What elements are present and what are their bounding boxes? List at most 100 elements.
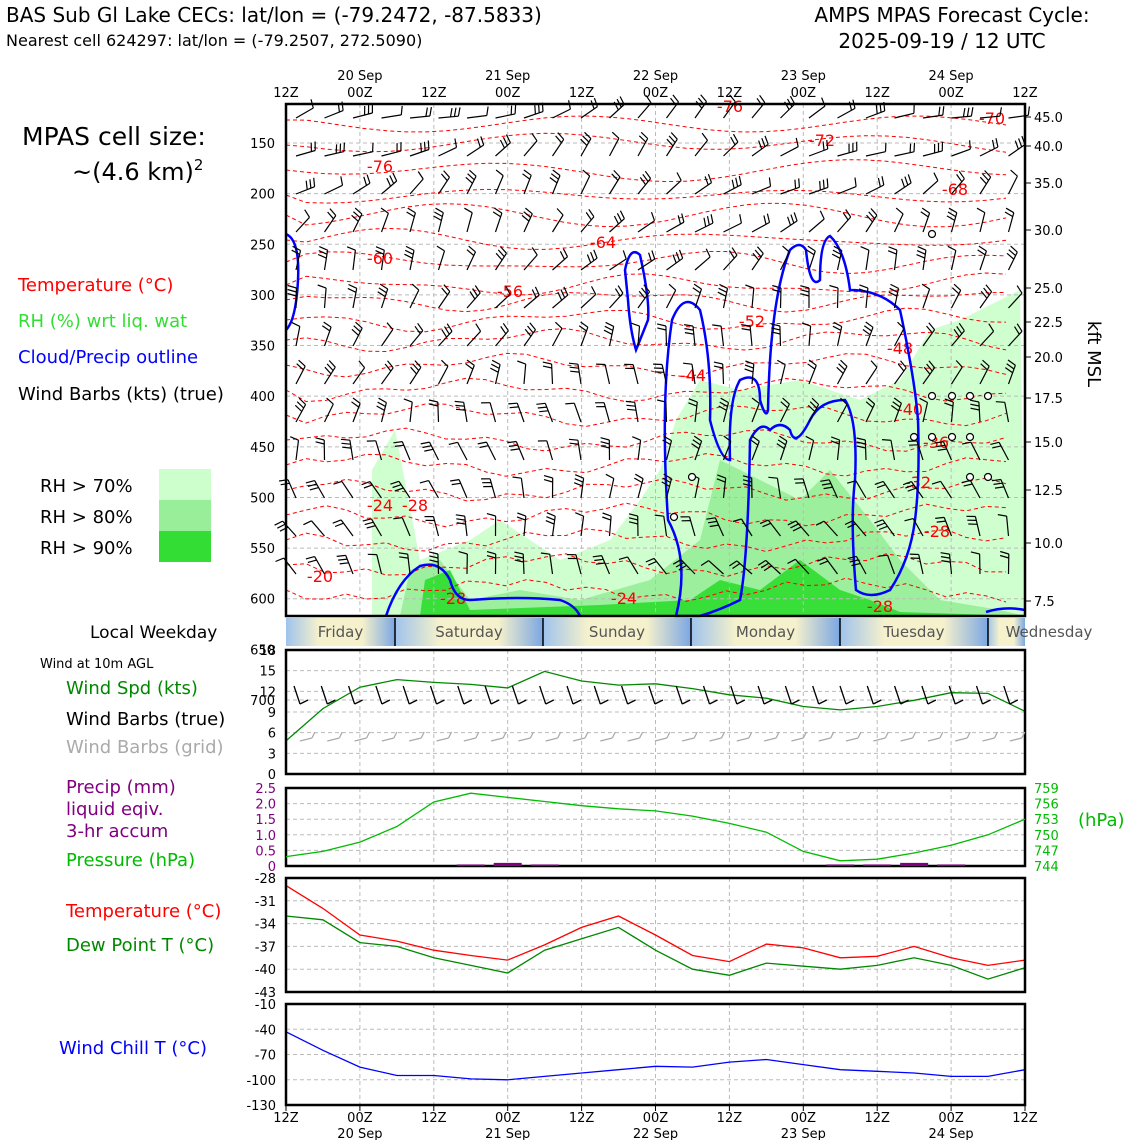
wind-barb-feather [865, 321, 874, 328]
temperature-contour [285, 377, 1007, 403]
wind-barb-staff [802, 478, 810, 499]
wind-barb-feather [294, 404, 303, 412]
wind-barb-staff [751, 364, 755, 385]
wind-barb-feather [707, 173, 713, 183]
y-right-tick-label: 20.0 [1034, 351, 1063, 366]
wind-barb-staff [323, 288, 327, 309]
wind-barb [894, 104, 915, 119]
surface-wind-barb [893, 685, 909, 705]
wind-barb-staff [352, 250, 356, 271]
wind-barb-feather [1009, 699, 1019, 705]
y-right-tick-label: 22.5 [1034, 316, 1063, 331]
wind-barb-feather [817, 557, 826, 562]
wind-barb-feather [661, 481, 670, 487]
wind-barb [381, 322, 394, 347]
wind-barb [495, 104, 517, 119]
wind-barb [351, 207, 363, 233]
wind-barb [448, 441, 468, 461]
wind-barb [922, 141, 943, 157]
y-right-tick-label: 753 [1034, 813, 1059, 828]
wind-barb-feather [593, 97, 598, 107]
wind-barb-staff [352, 288, 358, 309]
wind-barb-feather [407, 207, 416, 214]
temperature-contour [285, 352, 1007, 378]
precip-bar [826, 864, 855, 866]
wind-barb-feather [717, 474, 726, 479]
wind-barb [295, 359, 306, 385]
wind-barb-feather [523, 169, 532, 176]
wind-barb-staff [808, 148, 828, 157]
wind-barb-feather [840, 397, 848, 405]
wind-barb-feather [539, 410, 549, 413]
wind-barb-feather [856, 441, 866, 445]
wind-barb-feather [378, 397, 387, 404]
wind-barb-feather [377, 291, 386, 298]
wind-barb-staff [765, 559, 781, 575]
wind-barb-feather [958, 322, 965, 332]
wind-barb [751, 94, 766, 119]
wind-barb-staff [489, 402, 497, 423]
wind-barb-feather [366, 174, 371, 184]
wind-barb-feather [578, 325, 587, 332]
wind-barb-staff [979, 365, 990, 385]
surface-wind-barb [375, 685, 391, 705]
wind-barb-staff [951, 330, 965, 347]
series-line [285, 670, 1026, 742]
wind-barb [694, 214, 714, 233]
wind-barb [794, 478, 810, 499]
wind-barb-feather [907, 440, 917, 442]
cloud-outline [985, 607, 1026, 614]
wind-barb-feather [443, 170, 450, 178]
wind-barb-feather [410, 366, 418, 375]
wind-barb-feather [713, 365, 723, 369]
wind-barb [768, 476, 782, 499]
wind-barb-feather [565, 402, 575, 405]
wind-barb-staff [922, 212, 931, 233]
wind-barb-staff [736, 560, 753, 575]
wind-barb-feather [800, 289, 810, 293]
wind-barb [779, 397, 790, 423]
wind-barb-feather [691, 443, 700, 450]
wind-barb-feather [545, 699, 554, 705]
wind-barb-feather [362, 518, 372, 522]
wind-barb-staff [352, 403, 361, 423]
y-tick-label: 1.5 [255, 813, 276, 828]
wind-barb [732, 518, 753, 537]
wind-barb [779, 245, 790, 271]
temperature-contour [285, 132, 1007, 153]
wind-barb-feather [916, 250, 926, 255]
wind-barb-staff [665, 138, 678, 157]
wind-barb-feather [670, 132, 678, 140]
wind-barb [934, 441, 953, 461]
wind-barb-feather [423, 141, 426, 151]
wind-barb [390, 480, 411, 499]
wind-barb-staff [648, 685, 656, 705]
surface-wind-barb [539, 685, 554, 705]
wind-barb [744, 360, 755, 385]
wind-barb-feather [881, 439, 892, 441]
grid-wind-barb [1009, 731, 1026, 742]
wind-barb [847, 480, 867, 499]
y-tick-label: 12 [259, 685, 276, 700]
wind-barb-feather [390, 480, 400, 485]
wind-barb-feather [678, 249, 684, 259]
wind-barb-feather [919, 397, 928, 404]
wind-barb [683, 362, 696, 385]
wind-barb [458, 551, 468, 575]
wind-barb [495, 322, 509, 347]
wind-barb-feather [1006, 252, 1015, 260]
wind-barb [428, 399, 440, 423]
wind-barb [543, 475, 554, 499]
legend-precip-liquid: liquid eqiv. [66, 799, 163, 820]
wind-barb [723, 214, 742, 233]
wind-barb-staff [380, 250, 385, 271]
wind-barb [618, 556, 639, 575]
wind-barb [723, 175, 742, 195]
wind-barb [666, 213, 685, 233]
wind-barb-staff [438, 330, 453, 347]
wind-barb-feather [275, 557, 285, 563]
wind-barb-staff [723, 184, 742, 195]
wind-barb-staff [428, 480, 440, 499]
wind-barb-feather [700, 94, 707, 102]
date-label-bottom: 21 Sep [485, 1127, 530, 1140]
